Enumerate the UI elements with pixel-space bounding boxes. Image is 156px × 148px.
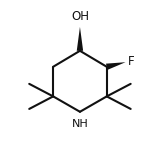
Polygon shape <box>106 62 126 70</box>
Polygon shape <box>77 27 83 51</box>
Text: F: F <box>128 55 134 68</box>
Text: OH: OH <box>71 10 89 23</box>
Text: NH: NH <box>72 119 88 129</box>
